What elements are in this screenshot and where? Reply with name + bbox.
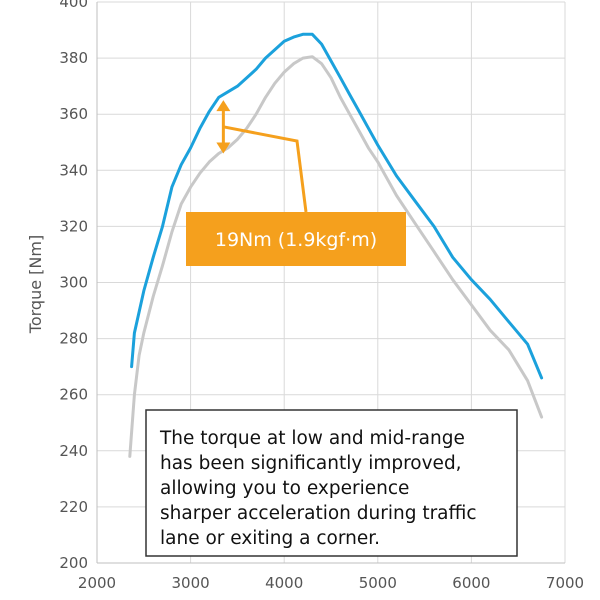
callout-box [186, 212, 406, 266]
note-line: sharper acceleration during traffic [160, 503, 477, 524]
note-line: allowing you to experience [160, 478, 409, 499]
axes: 200 220 240 260 280 300 320 340 360 380 400 2000 300… [59, 0, 584, 592]
y-tick-label: 300 [59, 274, 88, 292]
difference-arrow-up-head [216, 100, 231, 112]
note-box-frame [145, 409, 518, 557]
series [128, 32, 544, 458]
y-tick-label: 260 [59, 386, 88, 404]
y-tick-label: 360 [59, 105, 88, 123]
note-box: The torque at low and mid-range has been … [145, 409, 518, 557]
difference-arrow-down-head [216, 142, 231, 154]
note-line: has been significantly improved, [160, 453, 462, 474]
y-tick-label: 320 [59, 217, 88, 235]
y-axis-label: Torque [Nm] [26, 235, 45, 334]
x-tick-label: 6000 [452, 574, 490, 592]
y-tick-label: 340 [59, 161, 88, 179]
callout-label: 19Nm (1.9kgf·m) [215, 229, 377, 251]
y-tick-label: 400 [59, 0, 88, 11]
x-tick-label: 5000 [359, 574, 397, 592]
x-tick-label: 2000 [78, 574, 116, 592]
x-tick-label: 3000 [172, 574, 210, 592]
y-tick-label: 280 [59, 330, 88, 348]
y-tick-label: 220 [59, 498, 88, 516]
y-tick-label: 240 [59, 442, 88, 460]
note-line: The torque at low and mid-range [159, 428, 465, 449]
y-tick-label: 380 [59, 49, 88, 67]
note-line: lane or exiting a corner. [160, 528, 380, 549]
callout-leader-line [223, 125, 308, 213]
x-tick-label: 4000 [265, 574, 303, 592]
callout-annotation: 19Nm (1.9kgf·m) [186, 100, 406, 266]
series-line [130, 32, 544, 380]
y-tick-label: 200 [59, 554, 88, 572]
series-line [128, 55, 544, 458]
x-tick-label: 7000 [546, 574, 584, 592]
